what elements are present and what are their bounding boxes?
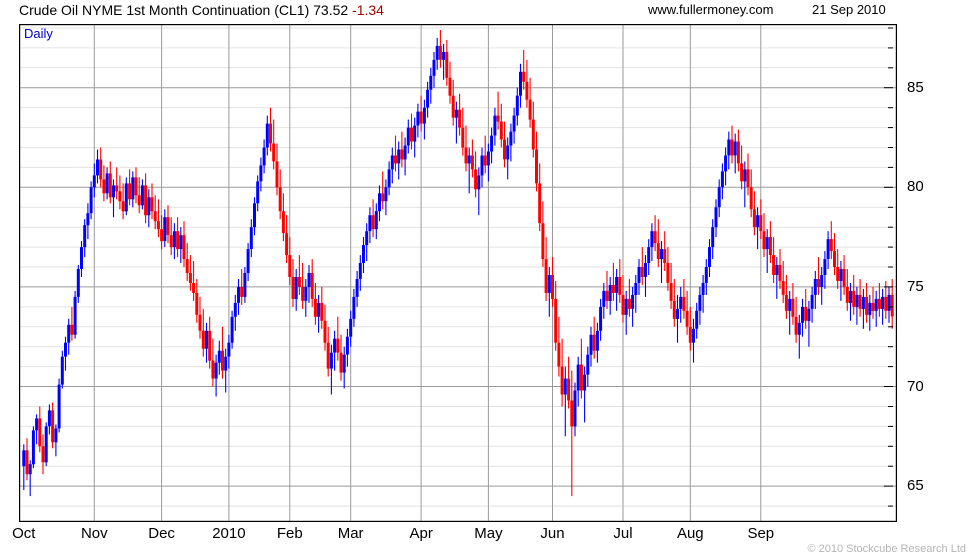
y-axis-tick-label: 70 — [907, 377, 924, 395]
candlestick-chart — [19, 24, 897, 522]
y-axis-tick-label: 85 — [907, 78, 924, 96]
y-axis-tick-label: 65 — [907, 477, 924, 495]
chart-header: Crude Oil NYME 1st Month Continuation (C… — [0, 0, 980, 22]
y-axis-tick-label: 80 — [907, 178, 924, 196]
instrument-title-text: Crude Oil NYME 1st Month Continuation (C… — [19, 2, 349, 18]
x-axis-tick-label: Nov — [80, 525, 108, 542]
timeframe-label: Daily — [24, 26, 53, 41]
x-axis-tick-label: Mar — [337, 525, 364, 542]
price-change: -1.34 — [352, 2, 384, 18]
x-axis-labels: Oct Nov Dec 2010 Feb Mar Apr May Jun Jul Aug Sep — [0, 524, 980, 548]
y-axis-tick-label: 75 — [907, 277, 924, 295]
header-date: 21 Sep 2010 — [812, 2, 886, 17]
x-axis-tick-label: Sep — [747, 525, 775, 542]
x-axis-tick-label: May — [474, 525, 503, 542]
chart-plot-area[interactable] — [19, 24, 897, 522]
page-title: Crude Oil NYME 1st Month Continuation (C… — [19, 2, 384, 18]
website-link[interactable]: www.fullermoney.com — [648, 2, 774, 17]
copyright-notice: © 2010 Stockcube Research Ltd — [807, 543, 966, 555]
x-axis-tick-label: Feb — [276, 525, 303, 542]
x-axis-tick-label: Dec — [148, 525, 175, 542]
x-axis-tick-label: Jun — [540, 525, 565, 542]
x-axis-tick-label: Jul — [613, 525, 633, 542]
x-axis-tick-label: 2010 — [212, 525, 246, 542]
x-axis-tick-label: Aug — [676, 525, 704, 542]
x-axis-tick-label: Oct — [12, 525, 36, 542]
x-axis-tick-label: Apr — [409, 525, 433, 542]
y-axis-labels: 65 70 75 80 85 — [884, 24, 961, 524]
